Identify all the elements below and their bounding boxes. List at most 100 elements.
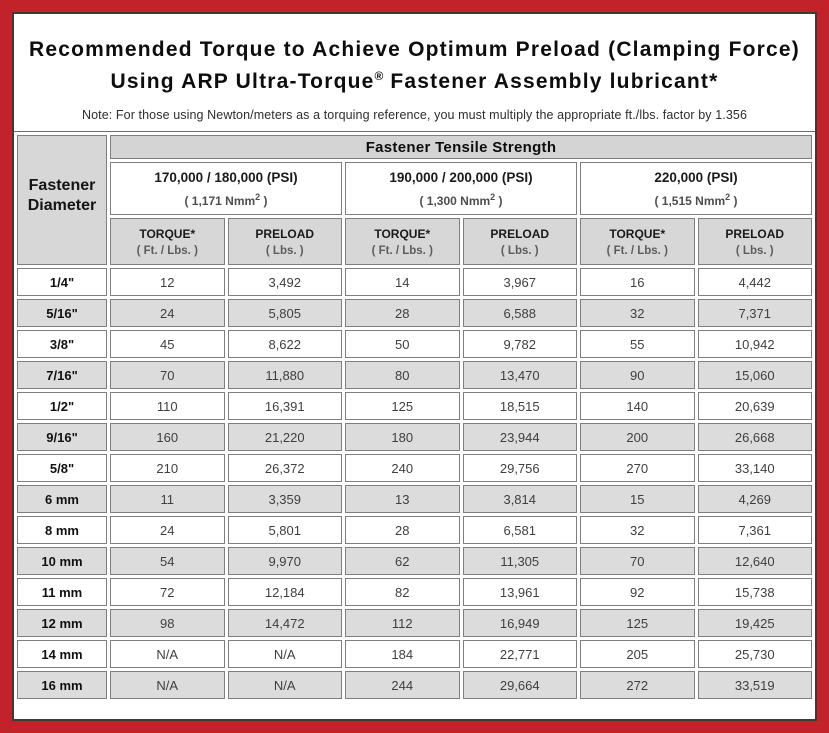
torque-value-cell: 28 xyxy=(345,516,460,544)
group-header-row: Fastener Diameter Fastener Tensile Stren… xyxy=(17,135,812,265)
table-row: 6 mm 11 3,359 13 3,814 15 4,269 xyxy=(17,485,812,513)
fastener-diameter-cell: 1/2" xyxy=(17,392,107,420)
preload-value-cell: N/A xyxy=(227,640,342,668)
torque-value-cell: 112 xyxy=(345,609,460,637)
torque-value-cell: 82 xyxy=(345,578,460,606)
preload-value-cell: 22,771 xyxy=(462,640,577,668)
preload-value-cell: 26,372 xyxy=(227,454,342,482)
torque-value-cell: 72 xyxy=(110,578,225,606)
preload-value-cell: 6,588 xyxy=(462,299,577,327)
torque-value-cell: 140 xyxy=(580,392,695,420)
page-title-line1: Recommended Torque to Achieve Optimum Pr… xyxy=(29,38,800,61)
title-block: Recommended Torque to Achieve Optimum Pr… xyxy=(14,14,815,122)
preload-value-cell: 12,184 xyxy=(227,578,342,606)
preload-value-cell: 16,949 xyxy=(462,609,577,637)
torque-value-cell: 160 xyxy=(110,423,225,451)
preload-column-header: PRELOAD ( Lbs. ) xyxy=(227,218,342,265)
preload-value-cell: 10,942 xyxy=(697,330,812,358)
preload-value-cell: N/A xyxy=(227,671,342,699)
torque-value-cell: 11 xyxy=(110,485,225,513)
torque-spec-table: Fastener Diameter Fastener Tensile Stren… xyxy=(14,132,815,702)
preload-value-cell: 33,519 xyxy=(697,671,812,699)
preload-value-cell: 5,805 xyxy=(227,299,342,327)
torque-value-cell: 50 xyxy=(345,330,460,358)
preload-value-cell: 12,640 xyxy=(697,547,812,575)
conversion-note: Note: For those using Newton/meters as a… xyxy=(81,108,747,122)
fastener-diameter-cell: 3/8" xyxy=(17,330,107,358)
table-row: 3/8" 45 8,622 50 9,782 55 10,942 xyxy=(17,330,812,358)
preload-value-cell: 19,425 xyxy=(697,609,812,637)
table-row: 1/2" 110 16,391 125 18,515 140 20,639 xyxy=(17,392,812,420)
preload-value-cell: 21,220 xyxy=(227,423,342,451)
torque-value-cell: 24 xyxy=(110,516,225,544)
preload-value-cell: 26,668 xyxy=(697,423,812,451)
torque-value-cell: 54 xyxy=(110,547,225,575)
preload-value-cell: 13,470 xyxy=(462,361,577,389)
psi-label: 190,000 / 200,000 (PSI) xyxy=(389,169,533,185)
preload-value-cell: 4,442 xyxy=(697,268,812,296)
torque-value-cell: 110 xyxy=(110,392,225,420)
preload-value-cell: 16,391 xyxy=(227,392,342,420)
torque-value-cell: 55 xyxy=(580,330,695,358)
preload-value-cell: 4,269 xyxy=(697,485,812,513)
fastener-diameter-cell: 10 mm xyxy=(17,547,107,575)
torque-value-cell: 200 xyxy=(580,423,695,451)
fastener-diameter-cell: 16 mm xyxy=(17,671,107,699)
torque-value-cell: 70 xyxy=(110,361,225,389)
torque-value-cell: 240 xyxy=(345,454,460,482)
fastener-diameter-cell: 6 mm xyxy=(17,485,107,513)
torque-column-header: TORQUE* ( Ft. / Lbs. ) xyxy=(580,218,695,265)
torque-value-cell: 13 xyxy=(345,485,460,513)
table-row: 11 mm 72 12,184 82 13,961 92 15,738 xyxy=(17,578,812,606)
torque-table-container: Fastener Diameter Fastener Tensile Stren… xyxy=(14,131,815,702)
torque-value-cell: 125 xyxy=(580,609,695,637)
preload-value-cell: 3,814 xyxy=(462,485,577,513)
psi-group-190-200: 190,000 / 200,000 (PSI) ( 1,300 Nmm2 ) xyxy=(345,162,577,215)
table-row: 7/16" 70 11,880 80 13,470 90 15,060 xyxy=(17,361,812,389)
torque-value-cell: 28 xyxy=(345,299,460,327)
torque-value-cell: 32 xyxy=(580,299,695,327)
torque-value-cell: N/A xyxy=(110,671,225,699)
nmm-label: ( 1,300 Nmm2 ) xyxy=(419,191,503,208)
torque-value-cell: 32 xyxy=(580,516,695,544)
tensile-strength-header: Fastener Tensile Strength xyxy=(110,135,812,159)
preload-value-cell: 3,492 xyxy=(227,268,342,296)
preload-value-cell: 5,801 xyxy=(227,516,342,544)
table-row: 12 mm 98 14,472 112 16,949 125 19,425 xyxy=(17,609,812,637)
table-row: 9/16" 160 21,220 180 23,944 200 26,668 xyxy=(17,423,812,451)
fastener-diameter-cell: 12 mm xyxy=(17,609,107,637)
preload-value-cell: 13,961 xyxy=(462,578,577,606)
title-line2-text-end: Fastener Assembly lubricant* xyxy=(383,69,719,93)
table-row: 8 mm 24 5,801 28 6,581 32 7,361 xyxy=(17,516,812,544)
psi-group-170-180: 170,000 / 180,000 (PSI) ( 1,171 Nmm2 ) xyxy=(110,162,342,215)
preload-value-cell: 29,664 xyxy=(462,671,577,699)
torque-value-cell: 24 xyxy=(110,299,225,327)
preload-column-header: PRELOAD ( Lbs. ) xyxy=(697,218,812,265)
preload-value-cell: 11,880 xyxy=(227,361,342,389)
torque-value-cell: 45 xyxy=(110,330,225,358)
preload-value-cell: 3,967 xyxy=(462,268,577,296)
table-row: 14 mm N/A N/A 184 22,771 205 25,730 xyxy=(17,640,812,668)
table-row: 5/16" 24 5,805 28 6,588 32 7,371 xyxy=(17,299,812,327)
nmm-label: ( 1,515 Nmm2 ) xyxy=(654,191,738,208)
torque-column-header: TORQUE* ( Ft. / Lbs. ) xyxy=(110,218,225,265)
page-title-line2: Using ARP Ultra-Torque® Fastener Assembl… xyxy=(22,66,807,98)
table-row: 5/8" 210 26,372 240 29,756 270 33,140 xyxy=(17,454,812,482)
fastener-diameter-cell: 5/8" xyxy=(17,454,107,482)
preload-value-cell: 18,515 xyxy=(462,392,577,420)
preload-value-cell: 29,756 xyxy=(462,454,577,482)
table-row: 1/4" 12 3,492 14 3,967 16 4,442 xyxy=(17,268,812,296)
torque-value-cell: 14 xyxy=(345,268,460,296)
torque-value-cell: 180 xyxy=(345,423,460,451)
torque-value-cell: 244 xyxy=(345,671,460,699)
torque-value-cell: 70 xyxy=(580,547,695,575)
psi-group-220: 220,000 (PSI) ( 1,515 Nmm2 ) xyxy=(580,162,812,215)
fastener-diameter-cell: 5/16" xyxy=(17,299,107,327)
fastener-diameter-cell: 7/16" xyxy=(17,361,107,389)
preload-value-cell: 6,581 xyxy=(462,516,577,544)
preload-value-cell: 3,359 xyxy=(227,485,342,513)
torque-value-cell: 80 xyxy=(345,361,460,389)
torque-table-body: 1/4" 12 3,492 14 3,967 16 4,442 5/16" 24… xyxy=(17,268,812,699)
unit-header-row: TORQUE* ( Ft. / Lbs. ) PRELOAD ( Lbs. ) … xyxy=(17,218,812,265)
nmm-label: ( 1,171 Nmm2 ) xyxy=(184,191,268,208)
